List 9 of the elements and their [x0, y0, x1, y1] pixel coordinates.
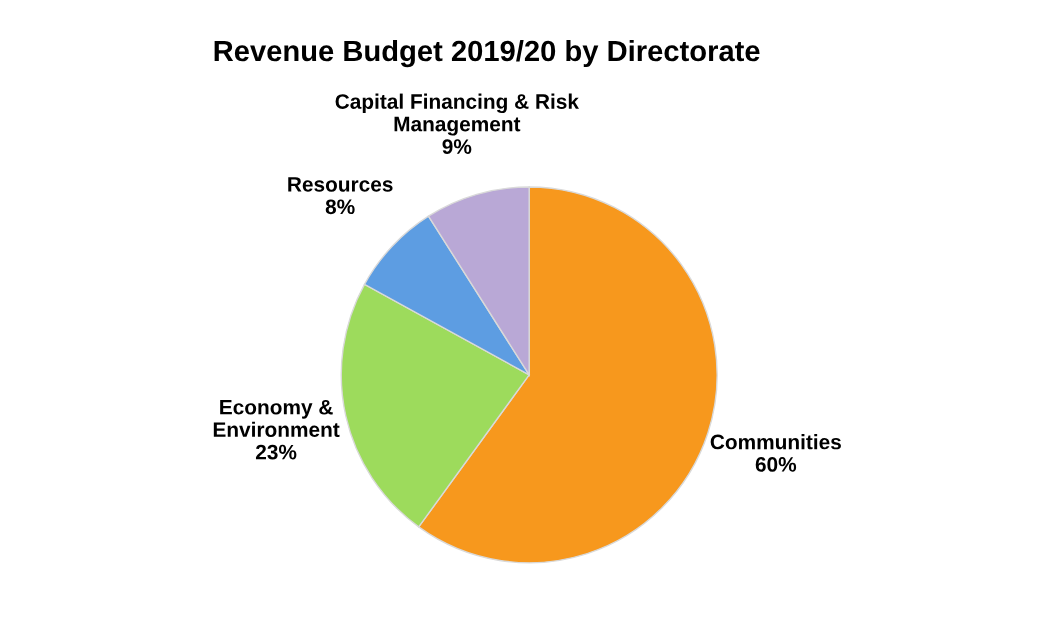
slice-label: Resources — [288, 177, 393, 192]
slice-label: Economy & Environment — [213, 399, 340, 438]
slice-label: Communities — [710, 434, 841, 450]
slice-label: Capital Financing & Risk Management — [335, 93, 579, 136]
data-label: 23% — [255, 444, 297, 460]
data-label: 8% — [325, 199, 355, 215]
data-label: 60% — [755, 457, 797, 472]
chart-title: Revenue Budget 2019/20 by Directorate — [214, 39, 760, 68]
data-label: 9% — [442, 139, 472, 154]
